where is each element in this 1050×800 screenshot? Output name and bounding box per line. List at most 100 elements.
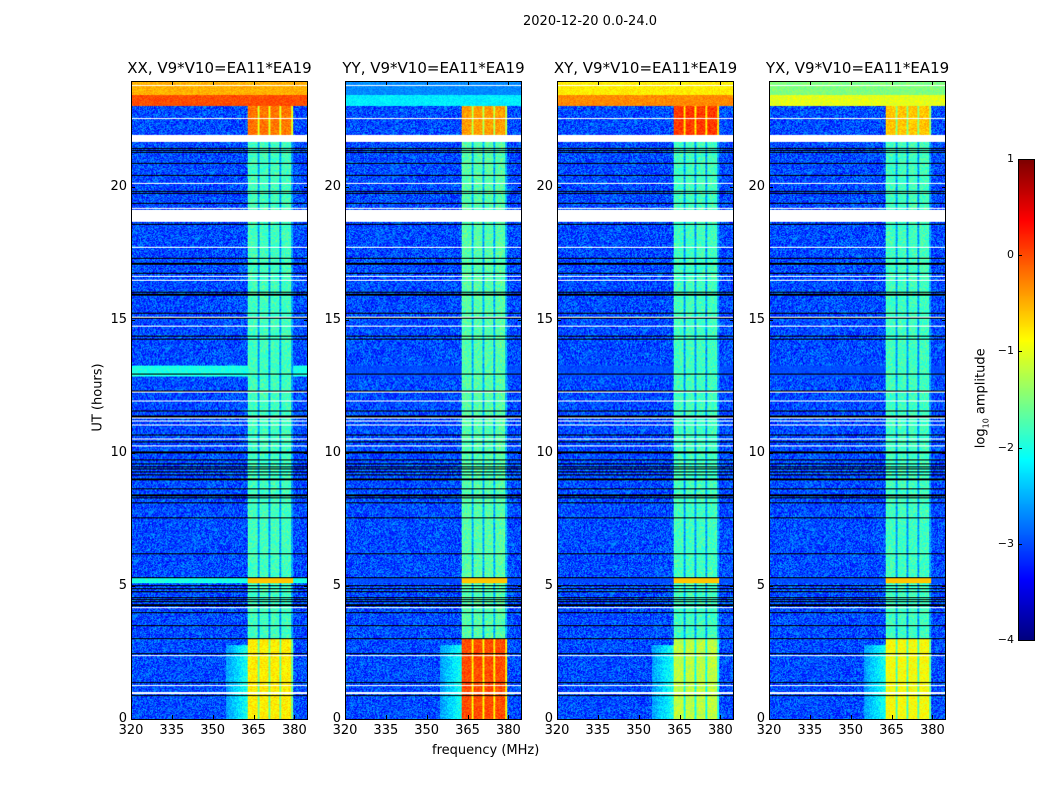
x-tick-mark bbox=[467, 81, 469, 85]
y-tick-mark bbox=[942, 187, 946, 189]
waterfall-panel-3 bbox=[769, 81, 946, 720]
y-tick-label: 10 bbox=[536, 445, 553, 461]
x-tick-label: 365 bbox=[241, 723, 266, 738]
x-tick-mark bbox=[171, 81, 173, 85]
x-tick-mark bbox=[679, 715, 681, 719]
y-tick-mark bbox=[942, 586, 946, 588]
colorbar-label: log10 amplitude bbox=[974, 338, 991, 458]
y-tick-mark bbox=[730, 320, 734, 322]
heatmap-image-3 bbox=[770, 82, 945, 719]
y-tick-label: 5 bbox=[544, 578, 553, 594]
colorbar-tick-mark bbox=[1018, 159, 1022, 160]
colorbar-tick-label: 0 bbox=[1007, 248, 1014, 262]
colorbar-tick-mark bbox=[1018, 255, 1022, 257]
x-tick-mark bbox=[679, 81, 681, 85]
x-tick-label: 320 bbox=[332, 723, 358, 738]
x-tick-mark bbox=[131, 715, 132, 719]
y-tick-mark bbox=[518, 586, 522, 588]
waterfall-panel-0 bbox=[131, 81, 308, 720]
y-tick-mark bbox=[769, 187, 773, 189]
y-tick-label: 10 bbox=[110, 445, 127, 461]
x-tick-mark bbox=[638, 81, 640, 85]
x-tick-mark bbox=[426, 715, 428, 719]
x-tick-mark bbox=[212, 81, 214, 85]
x-tick-mark bbox=[508, 81, 510, 85]
colorbar bbox=[1018, 159, 1035, 641]
y-tick-mark bbox=[942, 719, 946, 720]
y-tick-mark bbox=[730, 586, 734, 588]
y-tick-mark bbox=[131, 187, 135, 189]
x-tick-label: 320 bbox=[544, 723, 570, 738]
x-tick-mark bbox=[467, 715, 469, 719]
y-tick-label: 20 bbox=[748, 179, 765, 195]
x-tick-label: 365 bbox=[455, 723, 480, 738]
x-tick-mark bbox=[638, 715, 640, 719]
x-tick-mark bbox=[597, 715, 599, 719]
y-tick-mark bbox=[557, 586, 561, 588]
panel-title-3: YX, V9*V10=EA11*EA19 bbox=[765, 59, 950, 77]
y-tick-mark bbox=[304, 187, 308, 189]
y-tick-mark bbox=[304, 320, 308, 322]
x-tick-mark bbox=[850, 715, 852, 719]
panel-title-2: XY, V9*V10=EA11*EA19 bbox=[553, 59, 738, 77]
x-tick-label: 350 bbox=[200, 723, 226, 738]
x-tick-label: 320 bbox=[756, 723, 782, 738]
x-tick-label: 350 bbox=[414, 723, 440, 738]
x-tick-label: 335 bbox=[585, 723, 611, 738]
y-tick-mark bbox=[345, 453, 349, 455]
y-tick-label: 10 bbox=[748, 445, 765, 461]
y-tick-mark bbox=[345, 586, 349, 588]
heatmap-image-0 bbox=[132, 82, 307, 719]
y-tick-mark bbox=[942, 453, 946, 455]
x-tick-mark bbox=[385, 81, 387, 85]
colorbar-tick-label: −1 bbox=[997, 344, 1014, 358]
x-tick-mark bbox=[557, 81, 558, 85]
colorbar-tick-label: −4 bbox=[997, 633, 1014, 646]
x-tick-mark bbox=[891, 715, 893, 719]
x-tick-mark bbox=[720, 715, 722, 719]
colorbar-label-rest: amplitude bbox=[973, 348, 989, 419]
y-tick-label: 20 bbox=[110, 179, 127, 195]
y-tick-mark bbox=[345, 320, 349, 322]
colorbar-tick-mark bbox=[1018, 543, 1022, 545]
colorbar-tick-mark bbox=[1018, 640, 1022, 641]
x-tick-label: 380 bbox=[281, 723, 307, 738]
colorbar-tick-mark bbox=[1018, 351, 1022, 353]
waterfall-panel-2 bbox=[557, 81, 734, 720]
y-tick-mark bbox=[304, 453, 308, 455]
colorbar-tick-label: 1 bbox=[1007, 152, 1014, 165]
x-tick-label: 335 bbox=[797, 723, 823, 738]
y-axis-label: UT (hours) bbox=[90, 363, 106, 432]
y-tick-mark bbox=[518, 719, 522, 720]
x-tick-mark bbox=[932, 81, 934, 85]
x-tick-mark bbox=[891, 81, 893, 85]
x-tick-mark bbox=[769, 715, 770, 719]
panel-title-1: YY, V9*V10=EA11*EA19 bbox=[342, 59, 525, 77]
y-tick-mark bbox=[730, 187, 734, 189]
x-tick-mark bbox=[212, 715, 214, 719]
y-tick-mark bbox=[345, 719, 349, 720]
y-tick-label: 15 bbox=[110, 312, 127, 328]
figure-title: 2020-12-20 0.0-24.0 bbox=[523, 14, 657, 29]
y-tick-label: 20 bbox=[324, 179, 341, 195]
colorbar-label-main: log bbox=[973, 428, 989, 449]
y-tick-mark bbox=[769, 719, 773, 720]
x-axis-label: frequency (MHz) bbox=[432, 743, 540, 758]
y-tick-mark bbox=[557, 187, 561, 189]
y-tick-label: 10 bbox=[324, 445, 341, 461]
x-tick-mark bbox=[809, 81, 811, 85]
x-tick-mark bbox=[597, 81, 599, 85]
y-tick-mark bbox=[131, 719, 135, 720]
colorbar-gradient bbox=[1019, 160, 1034, 640]
y-tick-label: 5 bbox=[756, 578, 765, 594]
x-tick-mark bbox=[809, 715, 811, 719]
x-tick-label: 380 bbox=[495, 723, 521, 738]
colorbar-tick-label: −3 bbox=[997, 536, 1014, 550]
y-tick-mark bbox=[769, 586, 773, 588]
x-tick-label: 335 bbox=[373, 723, 399, 738]
waterfall-panel-1 bbox=[345, 81, 522, 720]
x-tick-mark bbox=[769, 81, 770, 85]
x-tick-label: 365 bbox=[667, 723, 692, 738]
y-tick-label: 15 bbox=[324, 312, 341, 328]
